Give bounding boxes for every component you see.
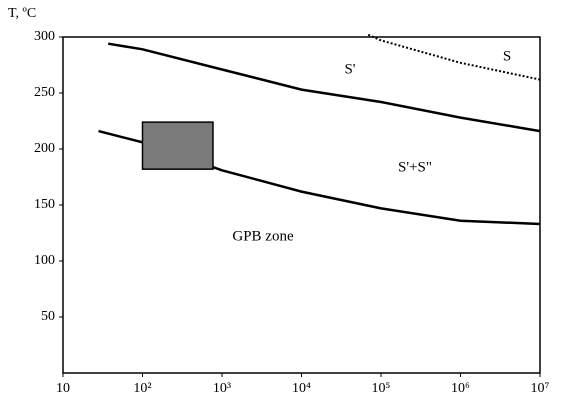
x-tick-label: 10⁴ (292, 381, 311, 396)
x-tick-label: 10⁶ (451, 381, 470, 396)
plot-frame (62, 36, 541, 374)
y-tick-label: 100 (34, 253, 55, 268)
curve (107, 42, 541, 133)
x-tick-label: 10 (56, 381, 70, 396)
y-axis-label: T, ºC (8, 6, 36, 21)
y-tick-label: 300 (34, 29, 55, 44)
x-tick-label: 10³ (213, 381, 231, 396)
annotation: S'+S" (398, 159, 432, 175)
annotation: S' (344, 61, 355, 77)
curve (367, 33, 541, 81)
annotation: S (503, 48, 511, 64)
annotation: GPB zone (232, 228, 294, 244)
x-tick-label: 10⁷ (531, 381, 550, 396)
x-tick-label: 10⁵ (372, 381, 391, 396)
y-tick-label: 250 (34, 85, 55, 100)
y-tick-label: 150 (34, 197, 55, 212)
y-tick-label: 50 (41, 309, 55, 324)
y-tick-label: 200 (34, 141, 55, 156)
region-box (141, 121, 214, 170)
x-tick-label: 10² (133, 381, 151, 396)
